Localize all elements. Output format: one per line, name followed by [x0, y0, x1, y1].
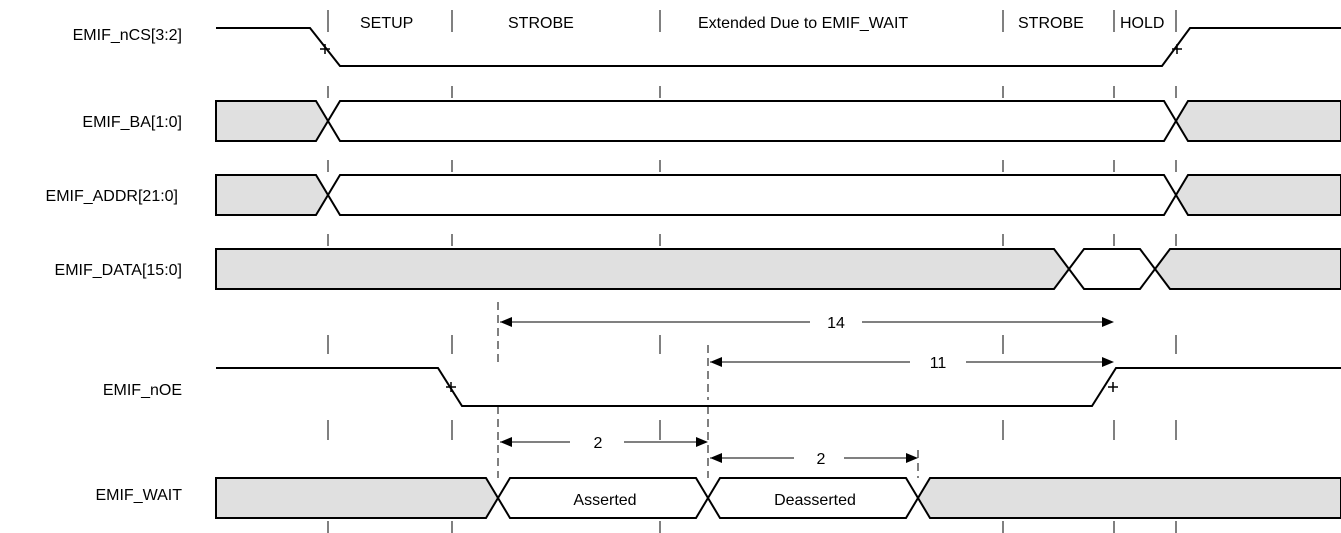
wait-deasserted-label: Deasserted [774, 492, 856, 509]
measurement-label-11: 11 [930, 355, 947, 372]
bus-ba [215, 100, 1341, 142]
edge-marker [1172, 44, 1182, 54]
waveform-ncs [216, 27, 1341, 67]
edge-marker [1108, 382, 1118, 392]
measurement-label-2a: 2 [594, 435, 603, 452]
wait-asserted-label: Asserted [573, 492, 636, 509]
row-ticks [327, 86, 1177, 533]
measurement-label-14: 14 [827, 315, 845, 332]
phase-setup: SETUP [360, 15, 413, 32]
measurement-11: 11 [707, 345, 1114, 400]
edge-marker [446, 382, 456, 392]
measurement-2-deasserted: 2 [710, 451, 918, 468]
bus-data [215, 248, 1341, 290]
waveform-noe [216, 367, 1341, 407]
signal-label-addr: EMIF_ADDR[21:0] [46, 188, 178, 205]
phase-hold: HOLD [1120, 15, 1164, 32]
signal-label-data: EMIF_DATA[15:0] [55, 262, 182, 279]
signal-label-noe: EMIF_nOE [103, 382, 182, 399]
measurement-label-2b: 2 [817, 451, 826, 468]
edge-marker [320, 44, 330, 54]
phase-strobe-2: STROBE [1018, 15, 1084, 32]
signal-label-ncs: EMIF_nCS[3:2] [73, 27, 182, 44]
bus-addr [215, 174, 1341, 216]
signal-label-ba: EMIF_BA[1:0] [82, 114, 182, 131]
phase-separators [327, 10, 1177, 32]
bus-wait: Asserted Deasserted [215, 477, 1341, 519]
measurement-14: 14 [497, 302, 1114, 362]
signal-label-wait: EMIF_WAIT [95, 487, 182, 504]
phase-extended: Extended Due to EMIF_WAIT [698, 15, 908, 32]
phase-strobe: STROBE [508, 15, 574, 32]
measurement-2-asserted: 2 [500, 435, 708, 452]
